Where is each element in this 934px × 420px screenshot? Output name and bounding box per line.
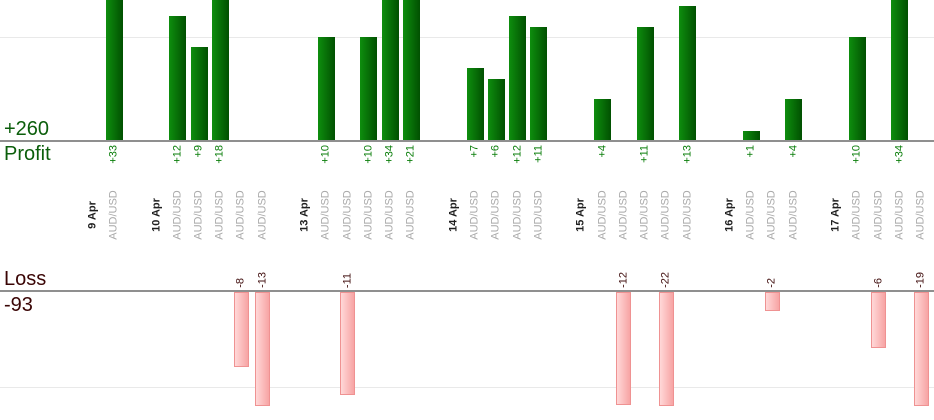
loss-bar xyxy=(616,292,632,405)
loss-gridline-minus10 xyxy=(0,387,934,388)
profit-bar xyxy=(891,0,909,141)
loss-bar xyxy=(340,292,356,395)
profit-plot-area xyxy=(0,0,934,141)
profit-bar xyxy=(636,27,654,141)
profit-axis-title: Profit xyxy=(4,143,51,165)
profit-gridline-plus10 xyxy=(0,37,934,38)
profit-bar xyxy=(317,37,335,141)
profit-bar xyxy=(381,0,399,141)
profit-bar xyxy=(169,16,187,141)
profit-bar xyxy=(360,37,378,141)
profit-bar xyxy=(466,68,484,141)
profit-bar xyxy=(530,27,548,141)
profit-bar xyxy=(105,0,123,141)
profit-bar xyxy=(848,37,866,141)
loss-bar xyxy=(764,292,780,311)
loss-bar xyxy=(913,292,929,406)
loss-bar xyxy=(233,292,249,367)
profit-axis-line xyxy=(0,140,934,142)
loss-total-label: -93 xyxy=(4,294,33,316)
profit-bar xyxy=(594,99,612,141)
profit-bar xyxy=(742,131,760,141)
profit-bar xyxy=(679,6,697,141)
loss-bar xyxy=(255,292,271,406)
profit-bar xyxy=(509,16,527,141)
loss-axis-line xyxy=(0,290,934,292)
loss-bar xyxy=(658,292,674,406)
profit-total-label: +260 xyxy=(4,118,50,140)
profit-bar xyxy=(211,0,229,141)
profit-bar xyxy=(402,0,420,141)
profit-bar xyxy=(785,99,803,141)
profit-bar xyxy=(487,79,505,141)
profit-bar xyxy=(190,47,208,141)
loss-bar xyxy=(871,292,887,348)
loss-axis-title: Loss xyxy=(4,268,47,290)
